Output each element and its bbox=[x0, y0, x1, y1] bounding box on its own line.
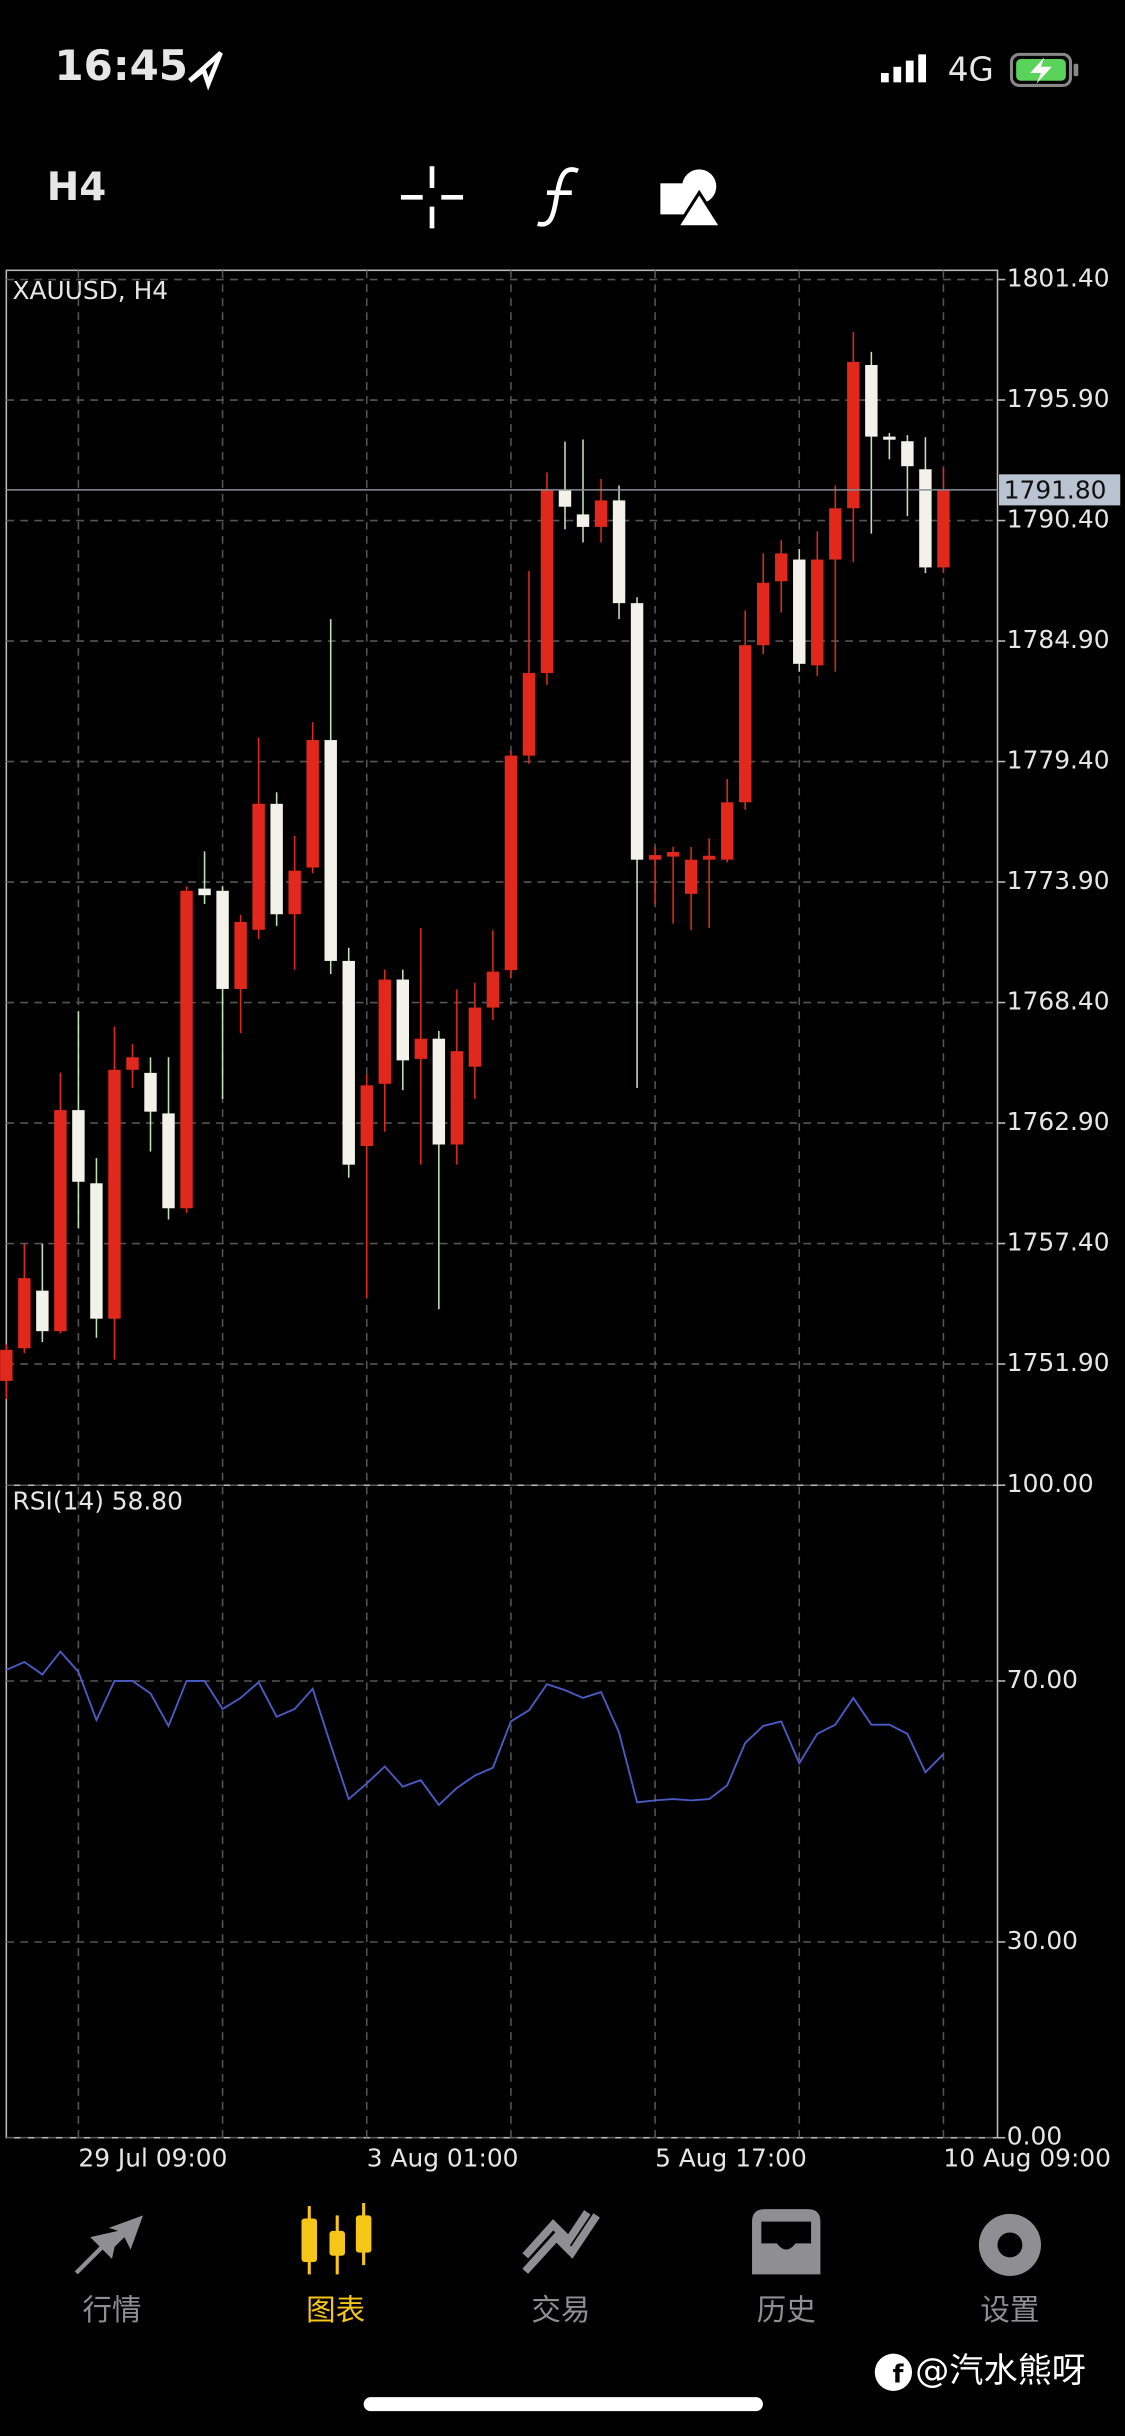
tab-label[interactable]: 设置 bbox=[980, 2293, 1039, 2327]
y-tick-label: 1768.40 bbox=[1007, 987, 1110, 1016]
candle-body bbox=[486, 971, 500, 1008]
indicator-title: RSI(14) 58.80 bbox=[13, 1486, 183, 1515]
watermark: f @汽水熊呀 bbox=[874, 2351, 1086, 2391]
battery-icon bbox=[1009, 52, 1079, 87]
y-tick-label: 0.00 bbox=[1007, 2122, 1062, 2151]
candle-body bbox=[216, 890, 229, 989]
candle-body bbox=[288, 870, 301, 915]
x-tick-label: 5 Aug 17:00 bbox=[655, 2143, 807, 2172]
candle-body bbox=[504, 755, 518, 971]
candle-body bbox=[757, 582, 770, 646]
candle-body bbox=[468, 1007, 482, 1067]
candle-body bbox=[648, 855, 662, 860]
candle-body bbox=[522, 673, 536, 756]
candle-body bbox=[90, 1183, 103, 1319]
candle-body bbox=[234, 921, 247, 989]
candle-body bbox=[450, 1051, 464, 1145]
current-price-box bbox=[999, 474, 1121, 506]
candle-body bbox=[630, 603, 644, 860]
candle-body bbox=[919, 469, 932, 568]
y-tick-label: 1801.40 bbox=[1007, 264, 1110, 293]
tab-label[interactable]: 历史 bbox=[757, 2293, 816, 2327]
candle-body bbox=[937, 489, 950, 568]
y-tick-label: 1784.90 bbox=[1007, 625, 1110, 654]
candle-body bbox=[811, 559, 824, 666]
chart-title: XAUUSD, H4 bbox=[13, 276, 169, 305]
candle-body bbox=[612, 500, 626, 604]
timeframe-button[interactable]: H4 bbox=[47, 165, 107, 210]
y-tick-label: 100.00 bbox=[1007, 1469, 1094, 1498]
y-tick-label: 70.00 bbox=[1007, 1665, 1078, 1694]
candle-body bbox=[576, 514, 590, 527]
watermark-text: @汽水熊呀 bbox=[915, 2351, 1086, 2391]
tab-icons bbox=[74, 2202, 1041, 2276]
candle-body bbox=[108, 1069, 121, 1319]
x-tick-label: 29 Jul 09:00 bbox=[78, 2143, 227, 2172]
candle-body bbox=[162, 1113, 175, 1209]
candle-body bbox=[829, 508, 842, 560]
candle-body bbox=[144, 1072, 157, 1112]
y-tick-label: 1773.90 bbox=[1007, 866, 1110, 895]
candle-body bbox=[324, 740, 337, 961]
candle-body bbox=[738, 645, 752, 803]
candle-body bbox=[540, 489, 554, 674]
candle-body bbox=[901, 441, 914, 467]
crosshair-button[interactable] bbox=[400, 166, 464, 229]
candle-body bbox=[414, 1038, 428, 1059]
rsi-line bbox=[5, 1650, 945, 1807]
signal-icon bbox=[880, 54, 927, 83]
candle-body bbox=[18, 1278, 31, 1349]
objects-button[interactable] bbox=[660, 169, 724, 229]
location-icon bbox=[188, 51, 223, 91]
candle-body bbox=[54, 1110, 67, 1332]
candle-body bbox=[775, 553, 788, 582]
y-tick-label: 1762.90 bbox=[1007, 1107, 1110, 1136]
svg-text:f: f bbox=[893, 2359, 905, 2388]
x-tick-label: 3 Aug 01:00 bbox=[367, 2143, 519, 2172]
candle-body bbox=[847, 361, 860, 509]
candle-body bbox=[865, 364, 878, 437]
x-tick-label: 10 Aug 09:00 bbox=[943, 2143, 1111, 2172]
tab-label[interactable]: 图表 bbox=[306, 2293, 365, 2327]
candle-body bbox=[594, 500, 608, 527]
current-price-label: 1791.80 bbox=[1004, 475, 1107, 504]
candle-body bbox=[36, 1290, 49, 1332]
candle-body bbox=[180, 890, 193, 1209]
candle-body bbox=[666, 852, 680, 857]
candle-body bbox=[306, 740, 319, 868]
candle-body bbox=[360, 1085, 373, 1147]
indicator-button[interactable] bbox=[537, 167, 579, 227]
home-indicator bbox=[363, 2397, 763, 2412]
candle-body bbox=[720, 802, 734, 860]
clock: 16:45 bbox=[54, 41, 187, 90]
candle-body bbox=[72, 1110, 85, 1182]
candle-body bbox=[342, 960, 355, 1165]
candle-body bbox=[0, 1349, 13, 1381]
tab-label[interactable]: 行情 bbox=[82, 2293, 141, 2327]
y-tick-label: 30.00 bbox=[1007, 1926, 1078, 1955]
y-tick-label: 1795.90 bbox=[1007, 384, 1110, 413]
y-tick-label: 1790.40 bbox=[1007, 505, 1110, 534]
candle-body bbox=[396, 979, 410, 1061]
candle-body bbox=[558, 489, 572, 507]
y-tick-label: 1751.90 bbox=[1007, 1348, 1110, 1377]
candle-body bbox=[270, 803, 283, 915]
y-tick-label: 1779.40 bbox=[1007, 746, 1110, 775]
candle-body bbox=[432, 1038, 446, 1145]
candle-body bbox=[198, 888, 211, 896]
candle-body bbox=[252, 803, 265, 930]
candle-body bbox=[793, 559, 806, 664]
candle-body bbox=[702, 855, 716, 860]
candle-body bbox=[126, 1057, 139, 1070]
candle-body bbox=[883, 436, 896, 440]
tab-label[interactable]: 交易 bbox=[531, 2293, 590, 2327]
y-tick-label: 1757.40 bbox=[1007, 1228, 1110, 1257]
candle-body bbox=[378, 979, 391, 1084]
network-label: 4G bbox=[948, 50, 994, 88]
candle-body bbox=[684, 859, 698, 894]
